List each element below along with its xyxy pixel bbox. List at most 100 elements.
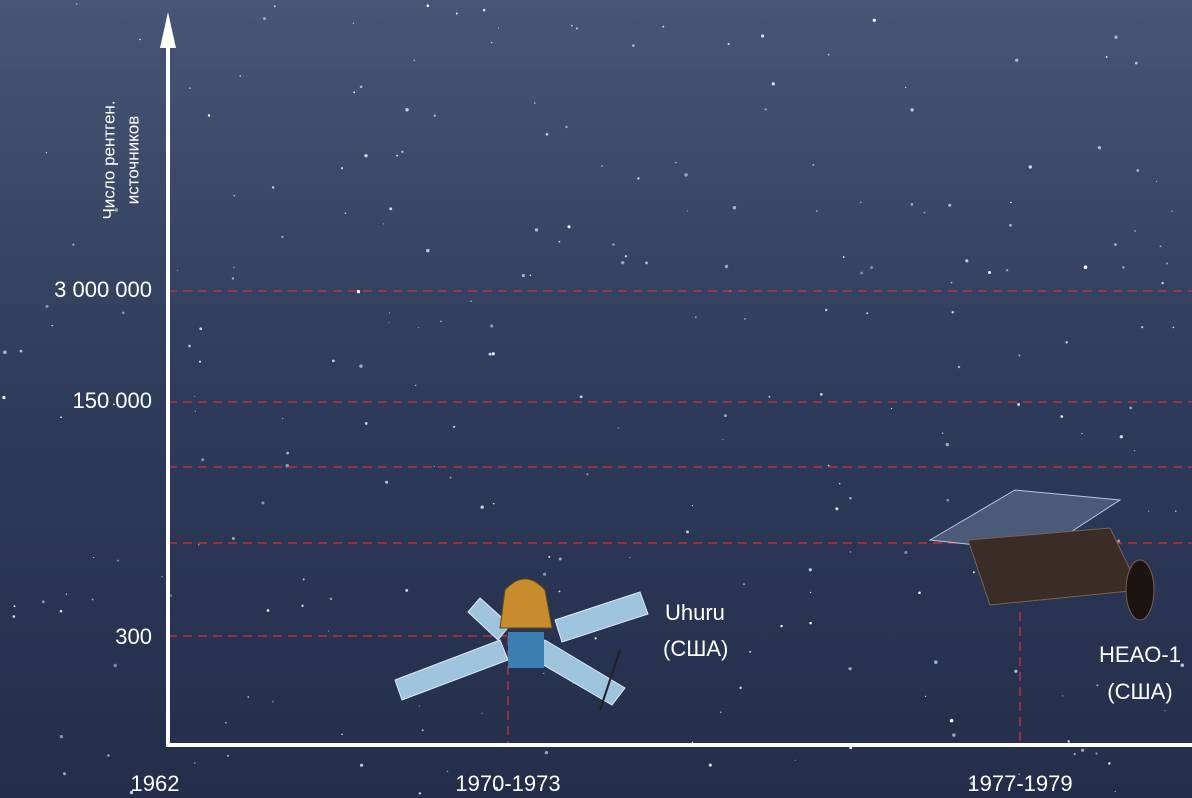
star [1114, 243, 1117, 246]
star [1122, 266, 1125, 269]
star [809, 621, 812, 625]
star [480, 505, 484, 509]
star [972, 571, 975, 574]
star [426, 4, 430, 7]
star [328, 630, 330, 632]
star [359, 85, 363, 89]
star [816, 210, 818, 212]
star [1083, 265, 1088, 269]
star [41, 600, 45, 604]
star [60, 416, 62, 419]
star [565, 125, 568, 129]
star [261, 501, 265, 505]
star [405, 107, 409, 112]
star [490, 324, 494, 328]
star [558, 557, 562, 561]
star [870, 266, 873, 269]
star [529, 274, 532, 277]
star [544, 750, 549, 755]
star [674, 161, 677, 164]
star [201, 458, 205, 462]
star [176, 270, 179, 272]
star [744, 318, 746, 320]
star [266, 609, 270, 612]
star [199, 327, 203, 331]
star [1136, 169, 1140, 172]
star [945, 442, 949, 447]
star [273, 5, 276, 8]
antenna [599, 649, 621, 711]
star [645, 261, 648, 265]
star [405, 588, 409, 592]
star [418, 792, 422, 795]
star [904, 86, 907, 89]
star [809, 591, 812, 594]
star [1117, 539, 1121, 543]
solar-panel [467, 597, 511, 641]
axis-title-line: источников [123, 116, 142, 205]
star [271, 186, 275, 189]
star [194, 762, 196, 764]
star [488, 352, 492, 356]
star [341, 733, 343, 736]
star [1018, 773, 1020, 775]
star [548, 555, 551, 558]
star [225, 721, 227, 724]
star [1135, 61, 1138, 65]
star [1133, 450, 1136, 452]
star [107, 754, 110, 757]
star [910, 108, 914, 112]
star [764, 108, 767, 111]
star [567, 225, 571, 229]
star [694, 316, 697, 319]
star [329, 597, 333, 601]
star [949, 718, 954, 723]
star [1119, 435, 1123, 439]
star [495, 786, 498, 790]
star [59, 609, 63, 613]
star [743, 583, 745, 586]
star [732, 206, 737, 210]
star [493, 502, 495, 505]
star [65, 593, 68, 595]
axis-title-line: Число рентген. [99, 100, 118, 219]
star [491, 41, 493, 44]
star [364, 154, 368, 158]
star [233, 194, 236, 197]
star [281, 235, 284, 238]
star [558, 590, 561, 593]
star [572, 682, 574, 685]
star [1165, 262, 1169, 265]
star [1161, 281, 1164, 285]
star [808, 568, 812, 572]
star [1180, 663, 1185, 667]
star [446, 770, 449, 773]
star [170, 594, 172, 597]
star [691, 741, 694, 743]
star [1159, 245, 1162, 248]
star [2, 395, 6, 400]
star [768, 395, 771, 398]
star [724, 414, 727, 417]
star [302, 578, 305, 581]
star [414, 384, 417, 387]
star [382, 223, 384, 225]
star [586, 473, 589, 476]
star [575, 27, 578, 30]
star [45, 304, 49, 308]
star [632, 44, 635, 47]
star [780, 624, 783, 628]
star [1164, 710, 1166, 712]
star [860, 201, 862, 203]
star [421, 729, 424, 732]
star [482, 8, 486, 12]
star [63, 772, 66, 776]
star [194, 410, 196, 412]
star [301, 604, 304, 607]
satellite-country: (США) [1107, 679, 1172, 704]
star [417, 326, 420, 329]
star [91, 598, 94, 601]
star [624, 255, 628, 258]
star [687, 210, 689, 212]
star [13, 605, 16, 608]
